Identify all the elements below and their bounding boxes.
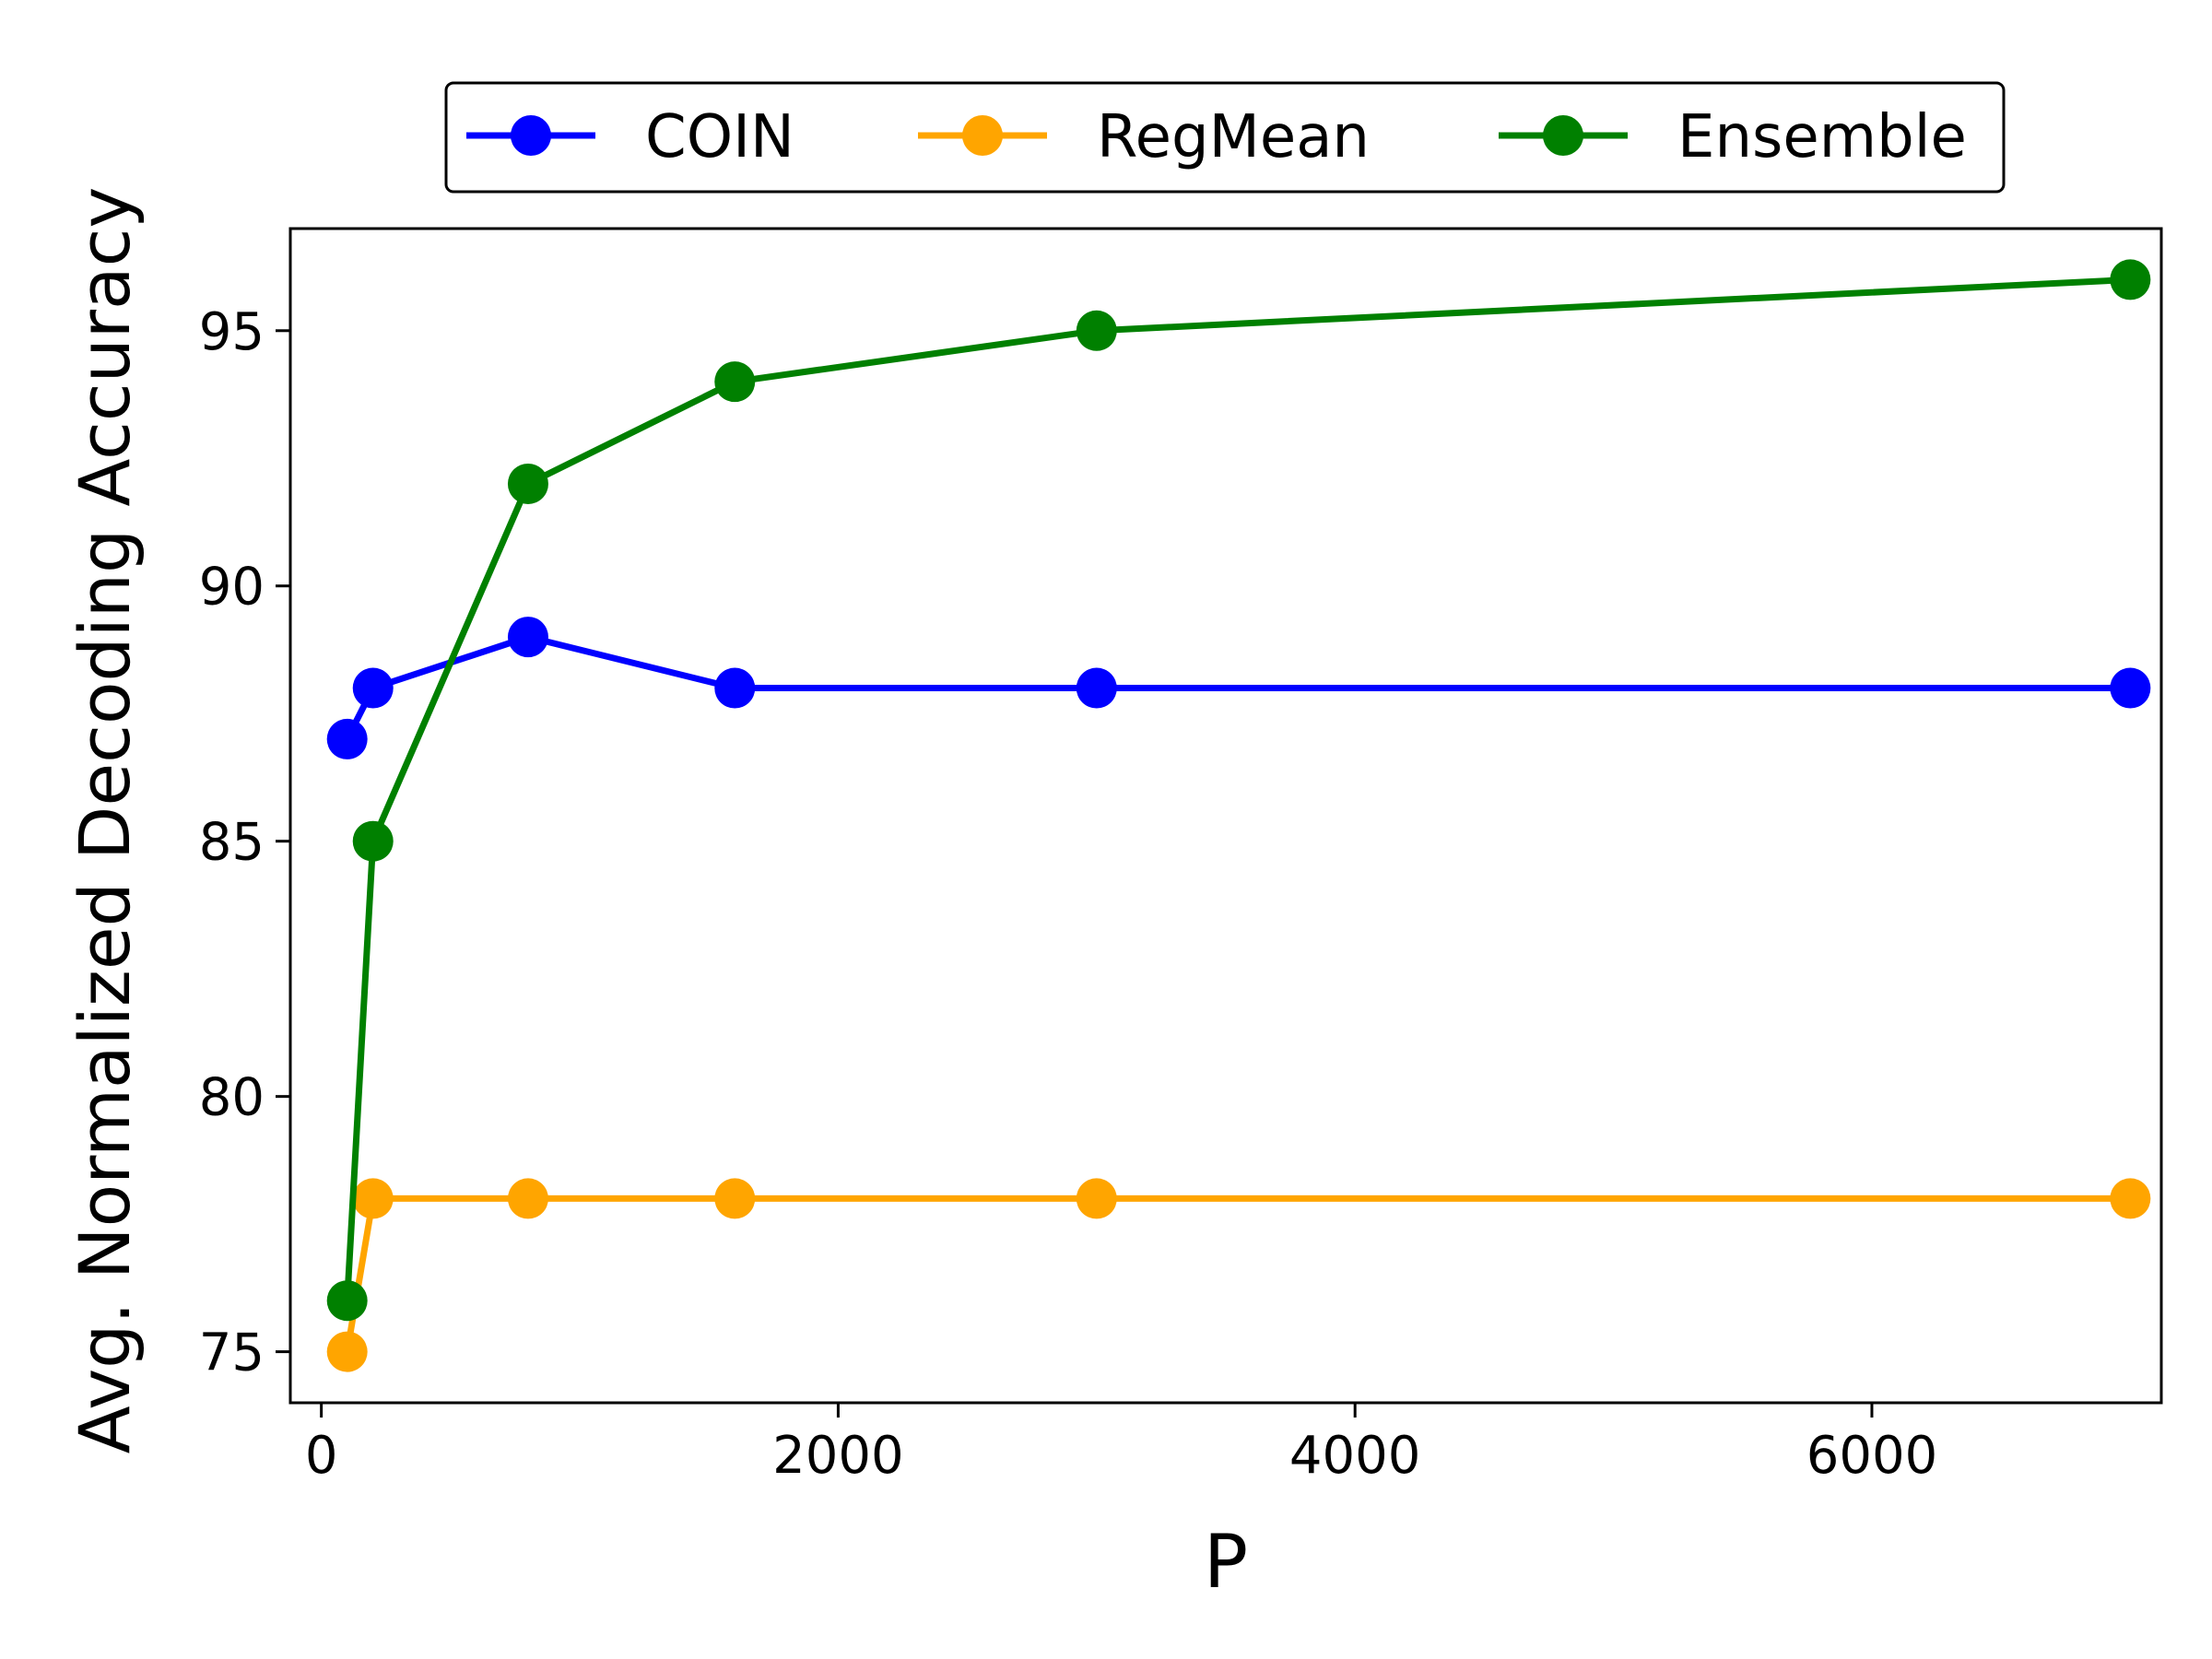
data-point-coin <box>507 617 548 658</box>
legend-entry-regmean: RegMean <box>918 103 1370 171</box>
y-axis-ticks: 75 80 85 90 95 <box>199 302 290 1383</box>
data-point-ensemble <box>326 1280 368 1322</box>
legend-label-coin: COIN <box>645 103 794 171</box>
series-layer <box>326 259 2151 1372</box>
series-regmean <box>326 1178 2151 1372</box>
data-point-regmean <box>714 1178 756 1219</box>
x-tick-label: 6000 <box>1806 1426 1938 1486</box>
data-point-regmean <box>1076 1178 1117 1219</box>
y-axis-label: Avg. Normalized Decoding Accuracy <box>64 187 146 1454</box>
legend-entry-ensemble: Ensemble <box>1499 103 1967 171</box>
y-tick-label: 75 <box>199 1324 265 1383</box>
legend-label-ensemble: Ensemble <box>1677 103 1967 171</box>
y-tick-label: 90 <box>199 558 265 618</box>
legend: COIN RegMean Ensemble <box>444 81 2006 194</box>
data-point-ensemble <box>507 463 548 504</box>
data-point-ensemble <box>352 820 394 862</box>
y-tick-label: 85 <box>199 813 265 873</box>
data-point-coin <box>2110 667 2151 709</box>
data-point-coin <box>352 667 394 709</box>
x-axis-label: P <box>1204 1519 1248 1605</box>
data-point-ensemble <box>2110 259 2151 300</box>
legend-entry-coin: COIN <box>466 103 794 171</box>
y-tick-label: 95 <box>199 302 265 362</box>
data-point-regmean <box>507 1178 548 1219</box>
data-point-ensemble <box>714 361 756 403</box>
data-point-regmean <box>2110 1178 2151 1219</box>
series-ensemble <box>326 259 2151 1322</box>
data-point-regmean <box>352 1178 394 1219</box>
data-point-coin <box>1076 667 1117 709</box>
plot-area-frame <box>288 227 2163 1405</box>
series-coin <box>326 617 2151 759</box>
x-tick-label: 2000 <box>772 1426 904 1486</box>
legend-box <box>444 81 2006 194</box>
series-line-regmean <box>344 1194 2134 1356</box>
data-point-coin <box>326 718 368 759</box>
y-tick-label: 80 <box>199 1068 265 1128</box>
x-tick-label: 0 <box>305 1426 338 1486</box>
legend-label-regmean: RegMean <box>1097 103 1370 171</box>
data-point-ensemble <box>1076 310 1117 351</box>
series-line-ensemble <box>344 276 2134 1304</box>
x-tick-label: 4000 <box>1289 1426 1421 1486</box>
data-point-coin <box>714 667 756 709</box>
x-axis-ticks: 0 2000 4000 6000 <box>305 1403 1937 1486</box>
data-point-regmean <box>326 1331 368 1372</box>
